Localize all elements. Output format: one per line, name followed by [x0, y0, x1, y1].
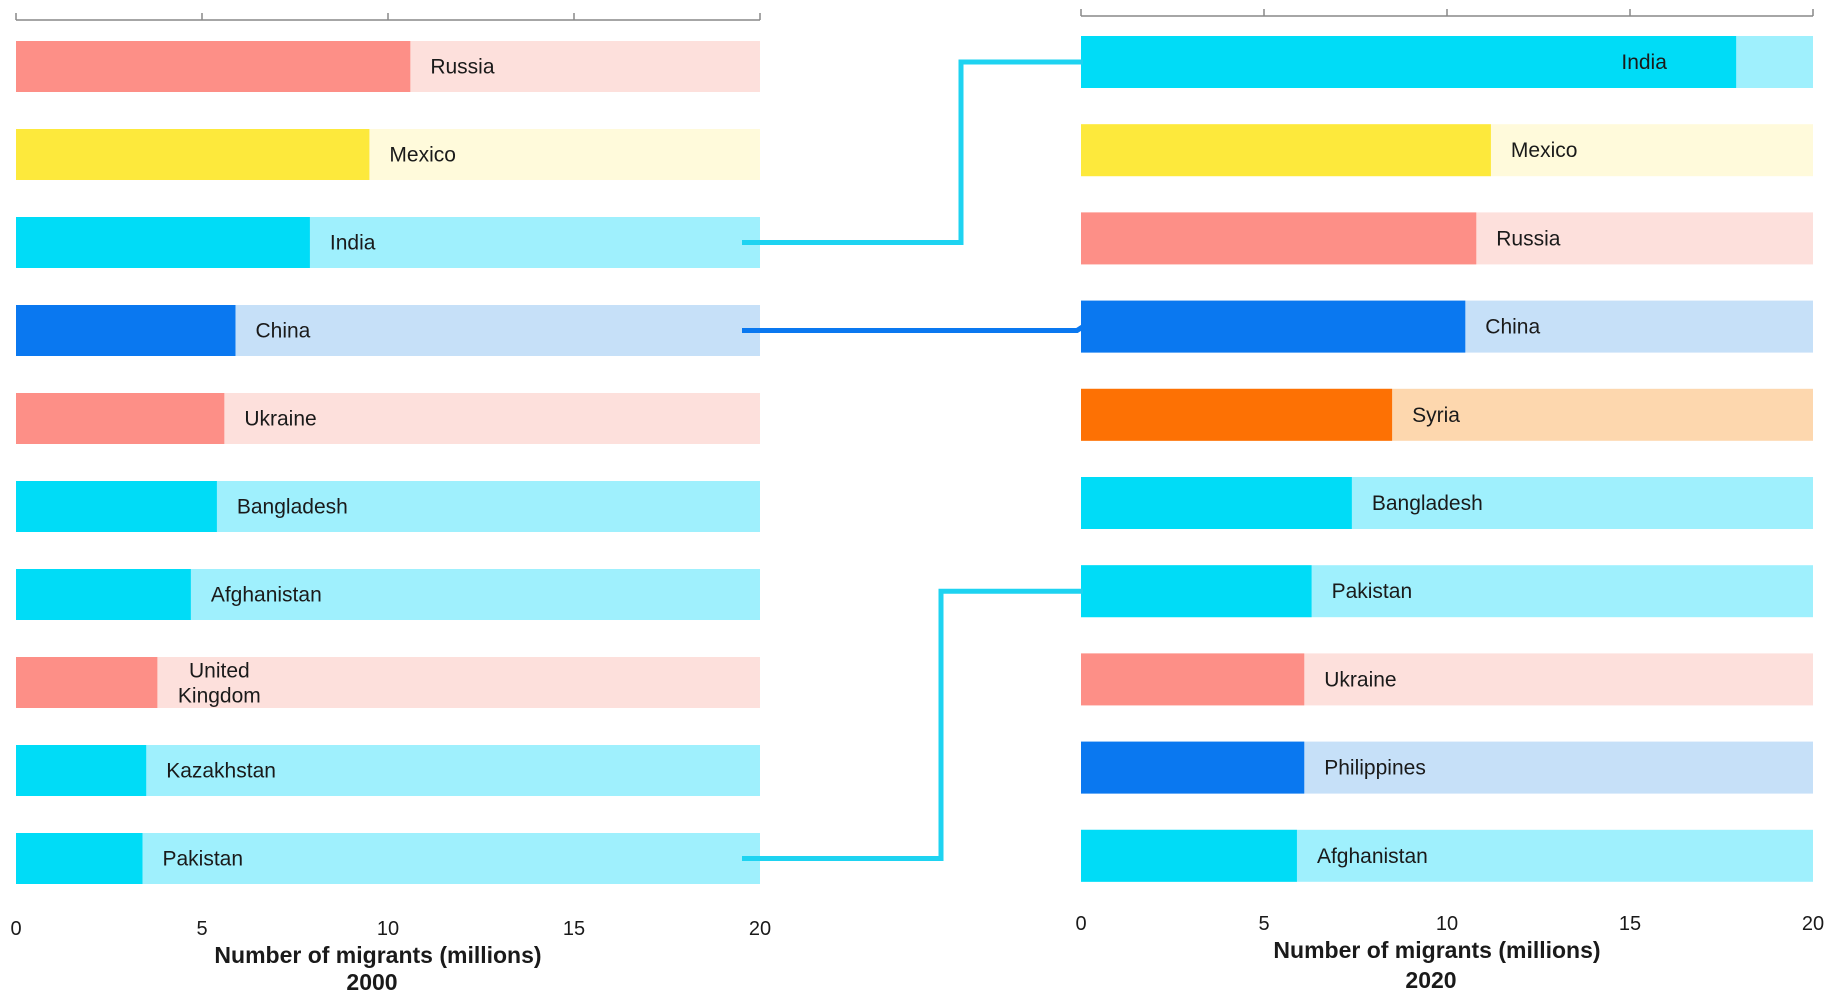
x-axis-title: Number of migrants (millions) [1273, 937, 1600, 963]
bar [16, 393, 225, 444]
bar-row-bangladesh: Bangladesh [1081, 477, 1813, 529]
bar-row-india: India [1081, 36, 1813, 88]
bar-row-china: China [16, 305, 760, 356]
connector-india [742, 59, 1083, 245]
bar-label: Russia [430, 56, 495, 79]
bar-row-mexico: Mexico [16, 129, 760, 180]
bar-label: China [255, 320, 310, 343]
chart-panel-2000: 0 5 10 15 20 Russia Mexico India China Ukraine Ban… [10, 13, 771, 995]
bar [16, 569, 191, 620]
bar-row-russia: Russia [16, 41, 760, 92]
bar [1081, 653, 1305, 706]
bar-row-afghanistan: Afghanistan [16, 569, 760, 620]
bar-row-mexico: Mexico [1081, 124, 1813, 177]
bar-row-china: China [1081, 300, 1813, 353]
year-label: 2000 [346, 969, 397, 990]
bar-label: India [1621, 51, 1667, 74]
bar-label: Afghanistan [1317, 845, 1428, 868]
bar-row-kazakhstan: Kazakhstan [16, 745, 760, 796]
bar-label: Ukraine [1324, 668, 1396, 691]
bar-row-india: India [16, 217, 760, 268]
bar-row-syria: Syria [1081, 388, 1813, 441]
bar [16, 481, 217, 532]
bar-label: Pakistan [162, 848, 243, 871]
bar-row-philippines: Philippines [1081, 741, 1813, 794]
bar [1081, 829, 1297, 882]
chart-panel-2020: 0 5 10 15 20 India Mexico Russia China Syria Bangl… [1075, 9, 1824, 993]
bar-label: Bangladesh [1372, 492, 1483, 515]
bar-label: India [330, 232, 376, 255]
bar-label: Mexico [389, 144, 456, 167]
bar-label: Pakistan [1332, 580, 1413, 603]
bar [16, 41, 411, 92]
bar-label: Bangladesh [237, 496, 348, 519]
bar [1081, 565, 1312, 618]
bar-row-ukraine: Ukraine [1081, 653, 1813, 706]
bar [1081, 477, 1352, 529]
bar [16, 217, 310, 268]
bar-row-pakistan: Pakistan [16, 833, 760, 884]
bar [1081, 124, 1491, 177]
x-tick-label: 10 [377, 918, 399, 940]
bar [16, 833, 143, 884]
x-axis-title: Number of migrants (millions) [214, 942, 541, 968]
bar [16, 129, 370, 180]
bar-row-ukraine: Ukraine [16, 393, 760, 444]
bar [1081, 36, 1737, 88]
bar [1081, 300, 1466, 353]
bar-label: Ukraine [244, 408, 316, 431]
x-tick-label: 5 [1258, 913, 1269, 935]
bar [1081, 741, 1305, 794]
connector-china [742, 324, 1085, 333]
x-tick-label: 0 [10, 918, 21, 940]
bar-label: Russia [1496, 227, 1561, 250]
bar-row-russia: Russia [1081, 212, 1813, 265]
bar-label: Kazakhstan [166, 760, 276, 783]
x-tick-label: 15 [1619, 913, 1641, 935]
bar [16, 305, 236, 356]
bar-row-afghanistan: Afghanistan [1081, 829, 1813, 882]
bar [1081, 212, 1477, 265]
x-tick-label: 15 [563, 918, 585, 940]
bar-row-pakistan: Pakistan [1081, 565, 1813, 618]
x-tick-label: 20 [749, 918, 771, 940]
connector-pakistan [742, 588, 1083, 861]
year-label: 2020 [1405, 967, 1456, 990]
bar [16, 745, 147, 796]
bar-label: Kingdom [178, 685, 261, 708]
x-tick-label: 5 [196, 918, 207, 940]
bar-label: Mexico [1511, 139, 1578, 162]
x-tick-label: 20 [1802, 913, 1824, 935]
bar [1081, 388, 1393, 441]
bar-label: Philippines [1324, 757, 1426, 780]
bar [16, 657, 158, 708]
x-tick-label: 10 [1436, 913, 1458, 935]
bar-label: United [189, 660, 250, 683]
bar-label: China [1485, 316, 1540, 339]
bar-row-bangladesh: Bangladesh [16, 481, 760, 532]
bar-label: Syria [1412, 404, 1460, 427]
x-tick-label: 0 [1075, 913, 1086, 935]
bar-label: Afghanistan [211, 584, 322, 607]
